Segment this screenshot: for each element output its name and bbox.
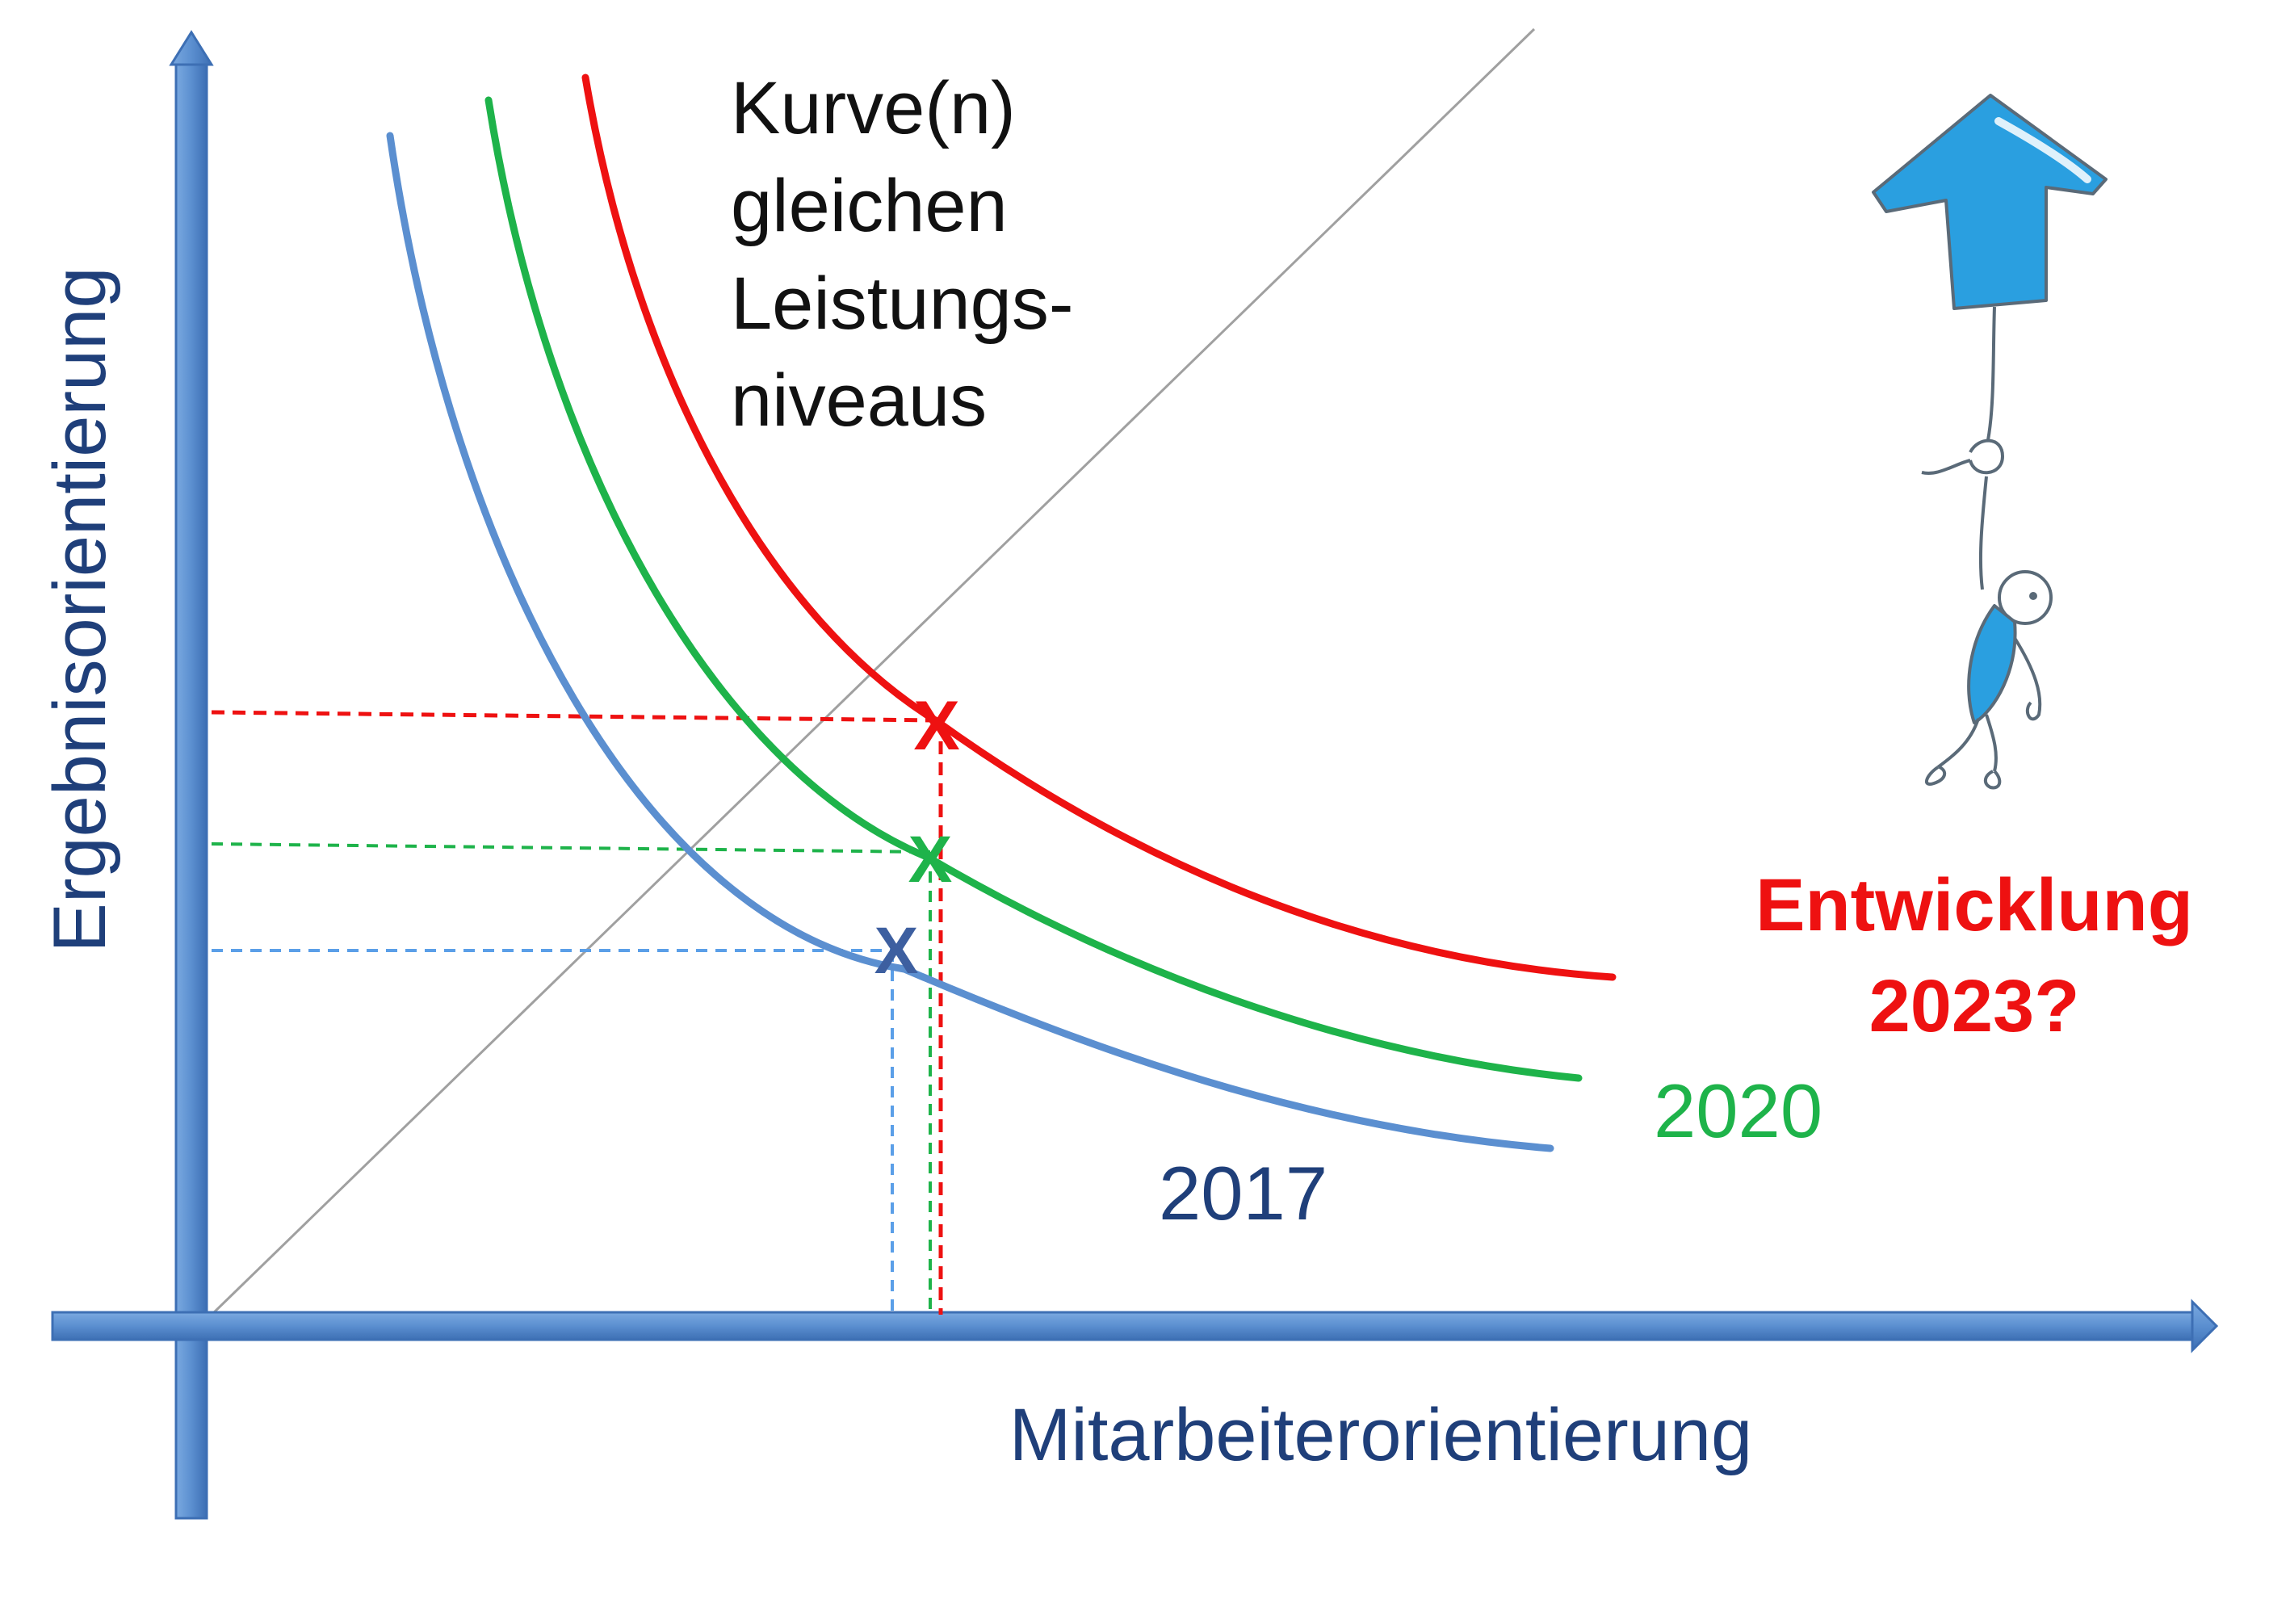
label-2017: 2017 — [1159, 1151, 1327, 1236]
curves-annotation: Kurve(n) gleichen Leistungs- niveaus — [731, 67, 1073, 442]
guide-lines-2017 — [212, 949, 896, 1315]
curve-2020-line — [484, 96, 1583, 1082]
curve-red-line — [581, 73, 1617, 981]
stick-figure-holding-blue-up-arrow-icon — [1872, 94, 2108, 790]
x-axis-label: Mitarbeiterorientierung — [1009, 1394, 1752, 1476]
x-axis — [51, 1299, 2219, 1353]
question-line-2: 2023? — [1869, 965, 2080, 1047]
guide-lines-2020 — [211, 842, 932, 1315]
y-axis — [169, 30, 214, 1520]
y-axis-arrowhead — [169, 30, 214, 66]
annotation-line-1: Kurve(n) — [731, 67, 1016, 149]
annotation-line-4: niveaus — [731, 359, 987, 442]
question-line-1: Entwicklung — [1755, 864, 2193, 946]
x-axis-arrowhead — [2191, 1299, 2219, 1353]
curve-2017-line — [386, 132, 1554, 1152]
annotation-line-2: gleichen — [731, 165, 1008, 247]
marker-red: X — [913, 687, 959, 765]
development-question: Entwicklung 2023? — [1755, 864, 2193, 1047]
label-2020: 2020 — [1654, 1068, 1822, 1153]
marker-2020: X — [908, 823, 953, 896]
annotation-line-3: Leistungs- — [731, 262, 1073, 345]
guide-lines-red — [211, 710, 943, 1315]
y-axis-label: Ergebnisorientierung — [39, 267, 121, 953]
marker-2017: X — [874, 914, 919, 988]
